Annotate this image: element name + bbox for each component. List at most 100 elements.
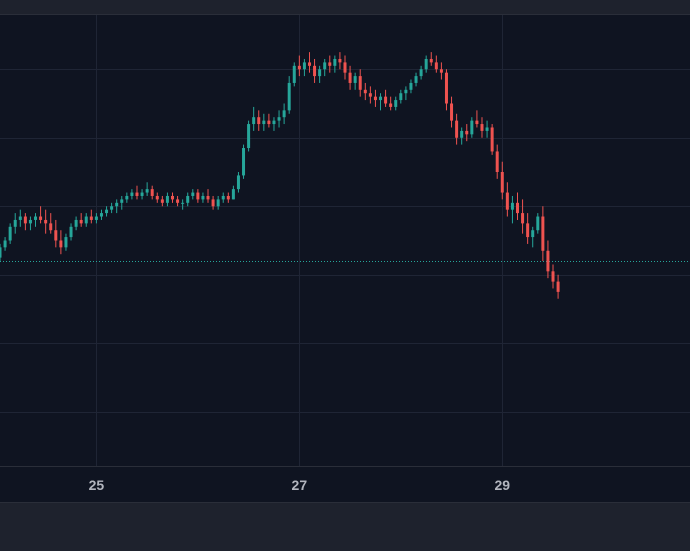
candle-5 [23,213,27,231]
candle-13 [64,233,68,251]
candle-42 [211,195,215,210]
candle-6 [28,216,32,231]
candle-95 [480,117,484,138]
candle-body-38 [191,192,195,196]
candle-body-80 [404,89,408,94]
candle-80 [404,86,408,101]
candle-20 [99,209,103,220]
candle-body-6 [28,219,32,224]
candle-8 [39,206,43,224]
candle-body-34 [171,195,174,200]
candle-body-13 [64,237,68,248]
candle-body-45 [226,195,230,200]
candle-body-22 [110,206,114,210]
candle-41 [206,189,210,203]
candle-body-1 [3,240,7,248]
candle-28 [140,189,144,200]
time-tick-label: 29 [494,477,511,493]
chart-pane[interactable] [0,15,690,466]
candle-11 [54,219,58,248]
candle-29 [145,182,149,196]
candle-72 [363,82,367,101]
candle-body-86 [434,62,438,70]
candle-body-64 [323,62,327,70]
candle-101 [510,195,514,224]
candle-34 [171,192,174,203]
candle-18 [89,209,93,224]
candle-46 [231,185,235,200]
candle-74 [373,89,377,107]
candle-33 [165,192,169,207]
candle-1 [3,237,7,251]
candle-body-32 [160,199,164,203]
candle-64 [323,58,327,77]
candle-79 [399,89,403,104]
candle-body-11 [54,230,58,241]
candle-73 [368,86,372,104]
candle-body-35 [176,199,180,203]
candle-body-14 [69,226,73,238]
candle-body-33 [165,195,169,203]
candle-body-90 [455,120,459,138]
candle-66 [333,55,337,73]
candle-68 [343,55,347,80]
candle-40 [201,192,205,203]
candle-57 [287,76,291,114]
candle-body-43 [216,199,220,207]
candle-24 [120,195,124,210]
candle-71 [358,69,362,97]
candle-body-18 [89,216,93,220]
candle-body-7 [34,216,38,220]
candle-body-102 [516,202,519,214]
candle-body-108 [546,250,550,272]
candle-body-67 [338,58,342,63]
candle-body-95 [480,124,484,131]
candle-body-65 [328,62,332,66]
candle-body-37 [186,195,190,203]
candle-10 [49,213,53,234]
candle-body-63 [318,69,322,77]
candle-body-62 [313,65,317,77]
candle-48 [242,144,246,179]
candle-body-79 [399,93,403,101]
candle-body-52 [262,120,266,125]
candle-body-27 [135,192,139,196]
candle-91 [460,127,464,145]
candle-body-73 [368,93,372,97]
candle-49 [247,120,251,152]
bottom-toolbar [0,502,690,551]
candle-30 [150,185,154,200]
candle-51 [257,110,261,131]
candle-69 [348,65,352,90]
candle-body-23 [115,202,119,207]
candle-82 [414,72,418,87]
top-toolbar [0,0,690,15]
price-chart[interactable] [0,15,690,466]
candle-body-2 [8,226,12,241]
candle-93 [470,117,474,138]
candle-88 [444,69,448,111]
candle-body-106 [536,216,540,231]
candle-body-59 [297,65,301,70]
candle-59 [297,55,301,77]
candle-body-8 [39,216,43,220]
candle-body-92 [465,130,469,135]
candle-63 [318,65,322,83]
candle-body-25 [125,195,129,200]
candle-body-26 [130,192,134,196]
candle-22 [110,202,114,214]
candle-0 [0,243,2,262]
candle-body-75 [379,96,383,101]
candle-61 [307,52,311,73]
candle-body-49 [247,124,251,149]
candle-54 [272,117,276,131]
candle-body-50 [252,117,256,125]
candle-19 [94,213,98,224]
candle-body-76 [384,96,388,104]
time-axis[interactable]: 25 27 29 [0,466,690,503]
candle-21 [105,206,109,217]
candle-body-101 [510,202,514,210]
candle-107 [541,206,545,262]
candle-14 [69,223,73,241]
candle-body-44 [221,195,225,200]
